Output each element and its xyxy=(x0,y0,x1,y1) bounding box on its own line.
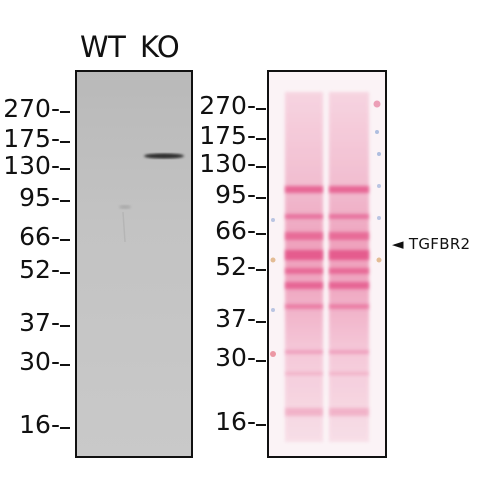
faint-band-wt xyxy=(119,205,131,209)
left-marker-175: 175- xyxy=(3,124,60,153)
stain-band xyxy=(285,350,323,354)
stain-band xyxy=(329,214,369,219)
ladder xyxy=(270,100,382,357)
stain-band xyxy=(285,232,323,240)
stain-band xyxy=(285,250,323,260)
right-marker-52: 52- xyxy=(215,252,256,281)
left-marker-37: 37- xyxy=(19,308,60,337)
stain-band xyxy=(329,408,369,416)
left-marker-66: 66- xyxy=(19,222,60,251)
right-marker-66: 66- xyxy=(215,216,256,245)
right-marker-95: 95- xyxy=(215,180,256,209)
left-marker-130: 130- xyxy=(3,151,60,180)
blot-texture xyxy=(119,153,184,243)
stain-band xyxy=(285,214,323,219)
target-annotation: ◄ TGFBR2 xyxy=(392,235,470,253)
stain-band xyxy=(329,350,369,354)
target-label: TGFBR2 xyxy=(408,235,471,253)
stain-band xyxy=(285,186,323,193)
stain-band xyxy=(329,304,369,309)
stain-band xyxy=(285,372,323,375)
right-marker-270: 270- xyxy=(199,91,256,120)
lane-label-ko: KO xyxy=(140,30,180,64)
stain-band xyxy=(329,250,369,260)
left-marker-270: 270- xyxy=(3,94,60,123)
stain-pattern xyxy=(270,92,382,442)
tgfbr2-band-ko xyxy=(144,153,184,159)
ponceau-stain-membrane xyxy=(267,70,387,458)
stain-band xyxy=(329,282,369,289)
stain-lane-2 xyxy=(329,92,369,442)
stain-band xyxy=(329,372,369,375)
stain-band xyxy=(285,282,323,289)
stain-lane-1 xyxy=(285,92,323,442)
lane-smear xyxy=(122,211,126,243)
stain-band xyxy=(285,408,323,416)
right-marker-175: 175- xyxy=(199,121,256,150)
right-marker-130: 130- xyxy=(199,149,256,178)
left-marker-52: 52- xyxy=(19,255,60,284)
stain-band xyxy=(285,268,323,274)
right-marker-37: 37- xyxy=(215,304,256,333)
lane-label-wt: WT xyxy=(80,30,126,64)
stain-band xyxy=(285,304,323,309)
left-marker-30: 30- xyxy=(19,347,60,376)
arrow-left-icon: ◄ xyxy=(392,235,404,253)
right-marker-16: 16- xyxy=(215,407,256,436)
left-marker-16: 16- xyxy=(19,410,60,439)
left-marker-95: 95- xyxy=(19,183,60,212)
stain-band xyxy=(329,232,369,240)
stain-band xyxy=(329,268,369,274)
western-blot-membrane xyxy=(75,70,193,458)
right-marker-30: 30- xyxy=(215,343,256,372)
stain-band xyxy=(329,186,369,193)
